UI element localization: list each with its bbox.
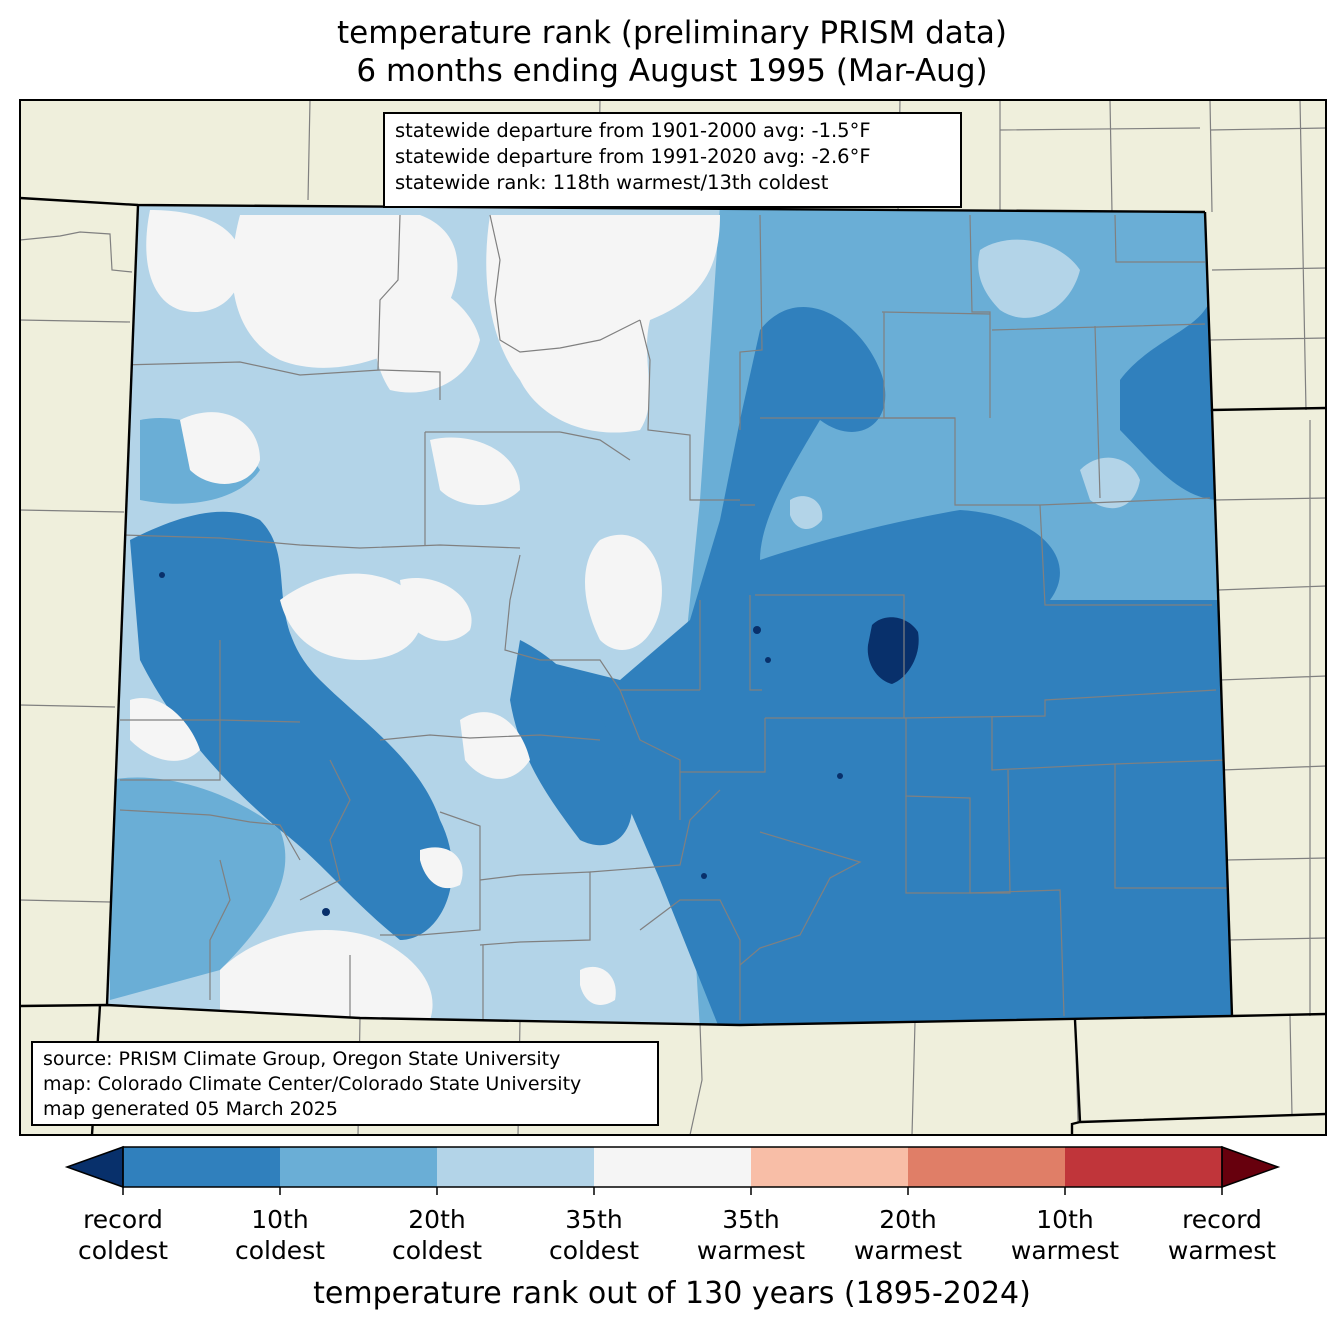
colorbar-bin-1 xyxy=(123,1147,281,1187)
map-title: temperature rank (preliminary PRISM data… xyxy=(336,15,1007,51)
colorbar xyxy=(64,1145,1281,1195)
generated-date-line: map generated 05 March 2025 xyxy=(43,1098,338,1120)
source-credit-box: source: PRISM Climate Group, Oregon Stat… xyxy=(31,1041,659,1126)
colorbar-tick-label: 35th coldest xyxy=(514,1204,674,1266)
rank-fill xyxy=(107,205,1232,1025)
colorbar-tick-label-direction: warmest xyxy=(853,1236,963,1265)
stats-departure-1991-2020: statewide departure from 1991-2020 avg: … xyxy=(395,145,871,168)
colorbar-tick-label-direction: warmest xyxy=(1167,1236,1277,1265)
colorbar-tick-label: 20th warmest xyxy=(828,1204,988,1266)
colorbar-extend-high xyxy=(1221,1145,1281,1189)
map-subtitle: 6 months ending August 1995 (Mar-Aug) xyxy=(356,53,988,89)
map-credit-line: map: Colorado Climate Center/Colorado St… xyxy=(43,1073,582,1095)
colorbar-tick-label: record coldest xyxy=(43,1204,203,1266)
colorbar-tick-label-direction: coldest xyxy=(391,1236,483,1265)
colorbar-extend-low xyxy=(64,1145,124,1189)
map-frame xyxy=(19,99,1327,1136)
colorbar-tick-label-rank: 20th xyxy=(879,1205,937,1234)
colorbar-tick-label-direction: warmest xyxy=(696,1236,806,1265)
colorbar-tick-label: 35th warmest xyxy=(671,1204,831,1266)
colorbar-tick-label: 10th coldest xyxy=(200,1204,360,1266)
colorbar-bin-2 xyxy=(280,1147,438,1187)
colorbar-bin-6 xyxy=(908,1147,1066,1187)
source-line: source: PRISM Climate Group, Oregon Stat… xyxy=(43,1048,561,1070)
colorbar-tick-label-direction: coldest xyxy=(77,1236,169,1265)
colorbar-tick-label-direction: warmest xyxy=(1010,1236,1120,1265)
colorbar-tick-label-rank: record xyxy=(1182,1205,1262,1234)
county-lines xyxy=(119,214,1228,1020)
colorbar-tick-label-rank: record xyxy=(83,1205,163,1234)
colorbar-bin-7 xyxy=(1065,1147,1223,1187)
colorbar-tick-label-rank: 35th xyxy=(722,1205,780,1234)
colorbar-tick-label-rank: 20th xyxy=(408,1205,466,1234)
statewide-stats-box: statewide departure from 1901-2000 avg: … xyxy=(383,112,962,208)
colorbar-bin-3 xyxy=(437,1147,595,1187)
colorbar-tick-label-rank: 35th xyxy=(565,1205,623,1234)
colorbar-tick-label-direction: coldest xyxy=(548,1236,640,1265)
colorbar-tick-label: 10th warmest xyxy=(985,1204,1145,1266)
colorbar-tick-label: record warmest xyxy=(1142,1204,1302,1266)
colorbar-tick-label: 20th coldest xyxy=(357,1204,517,1266)
colorbar-axis-label: temperature rank out of 130 years (1895-… xyxy=(313,1276,1031,1311)
colorbar-tick-label-direction: coldest xyxy=(234,1236,326,1265)
state-borders xyxy=(20,196,1326,1135)
colorbar-bin-4 xyxy=(594,1147,752,1187)
colorbar-outline xyxy=(122,1146,1223,1188)
stats-departure-1901-2000: statewide departure from 1901-2000 avg: … xyxy=(395,119,871,142)
colorbar-tick-label-rank: 10th xyxy=(251,1205,309,1234)
colorbar-tick-label-rank: 10th xyxy=(1036,1205,1094,1234)
colorbar-bin-5 xyxy=(751,1147,909,1187)
stats-statewide-rank: statewide rank: 118th warmest/13th colde… xyxy=(395,171,829,194)
